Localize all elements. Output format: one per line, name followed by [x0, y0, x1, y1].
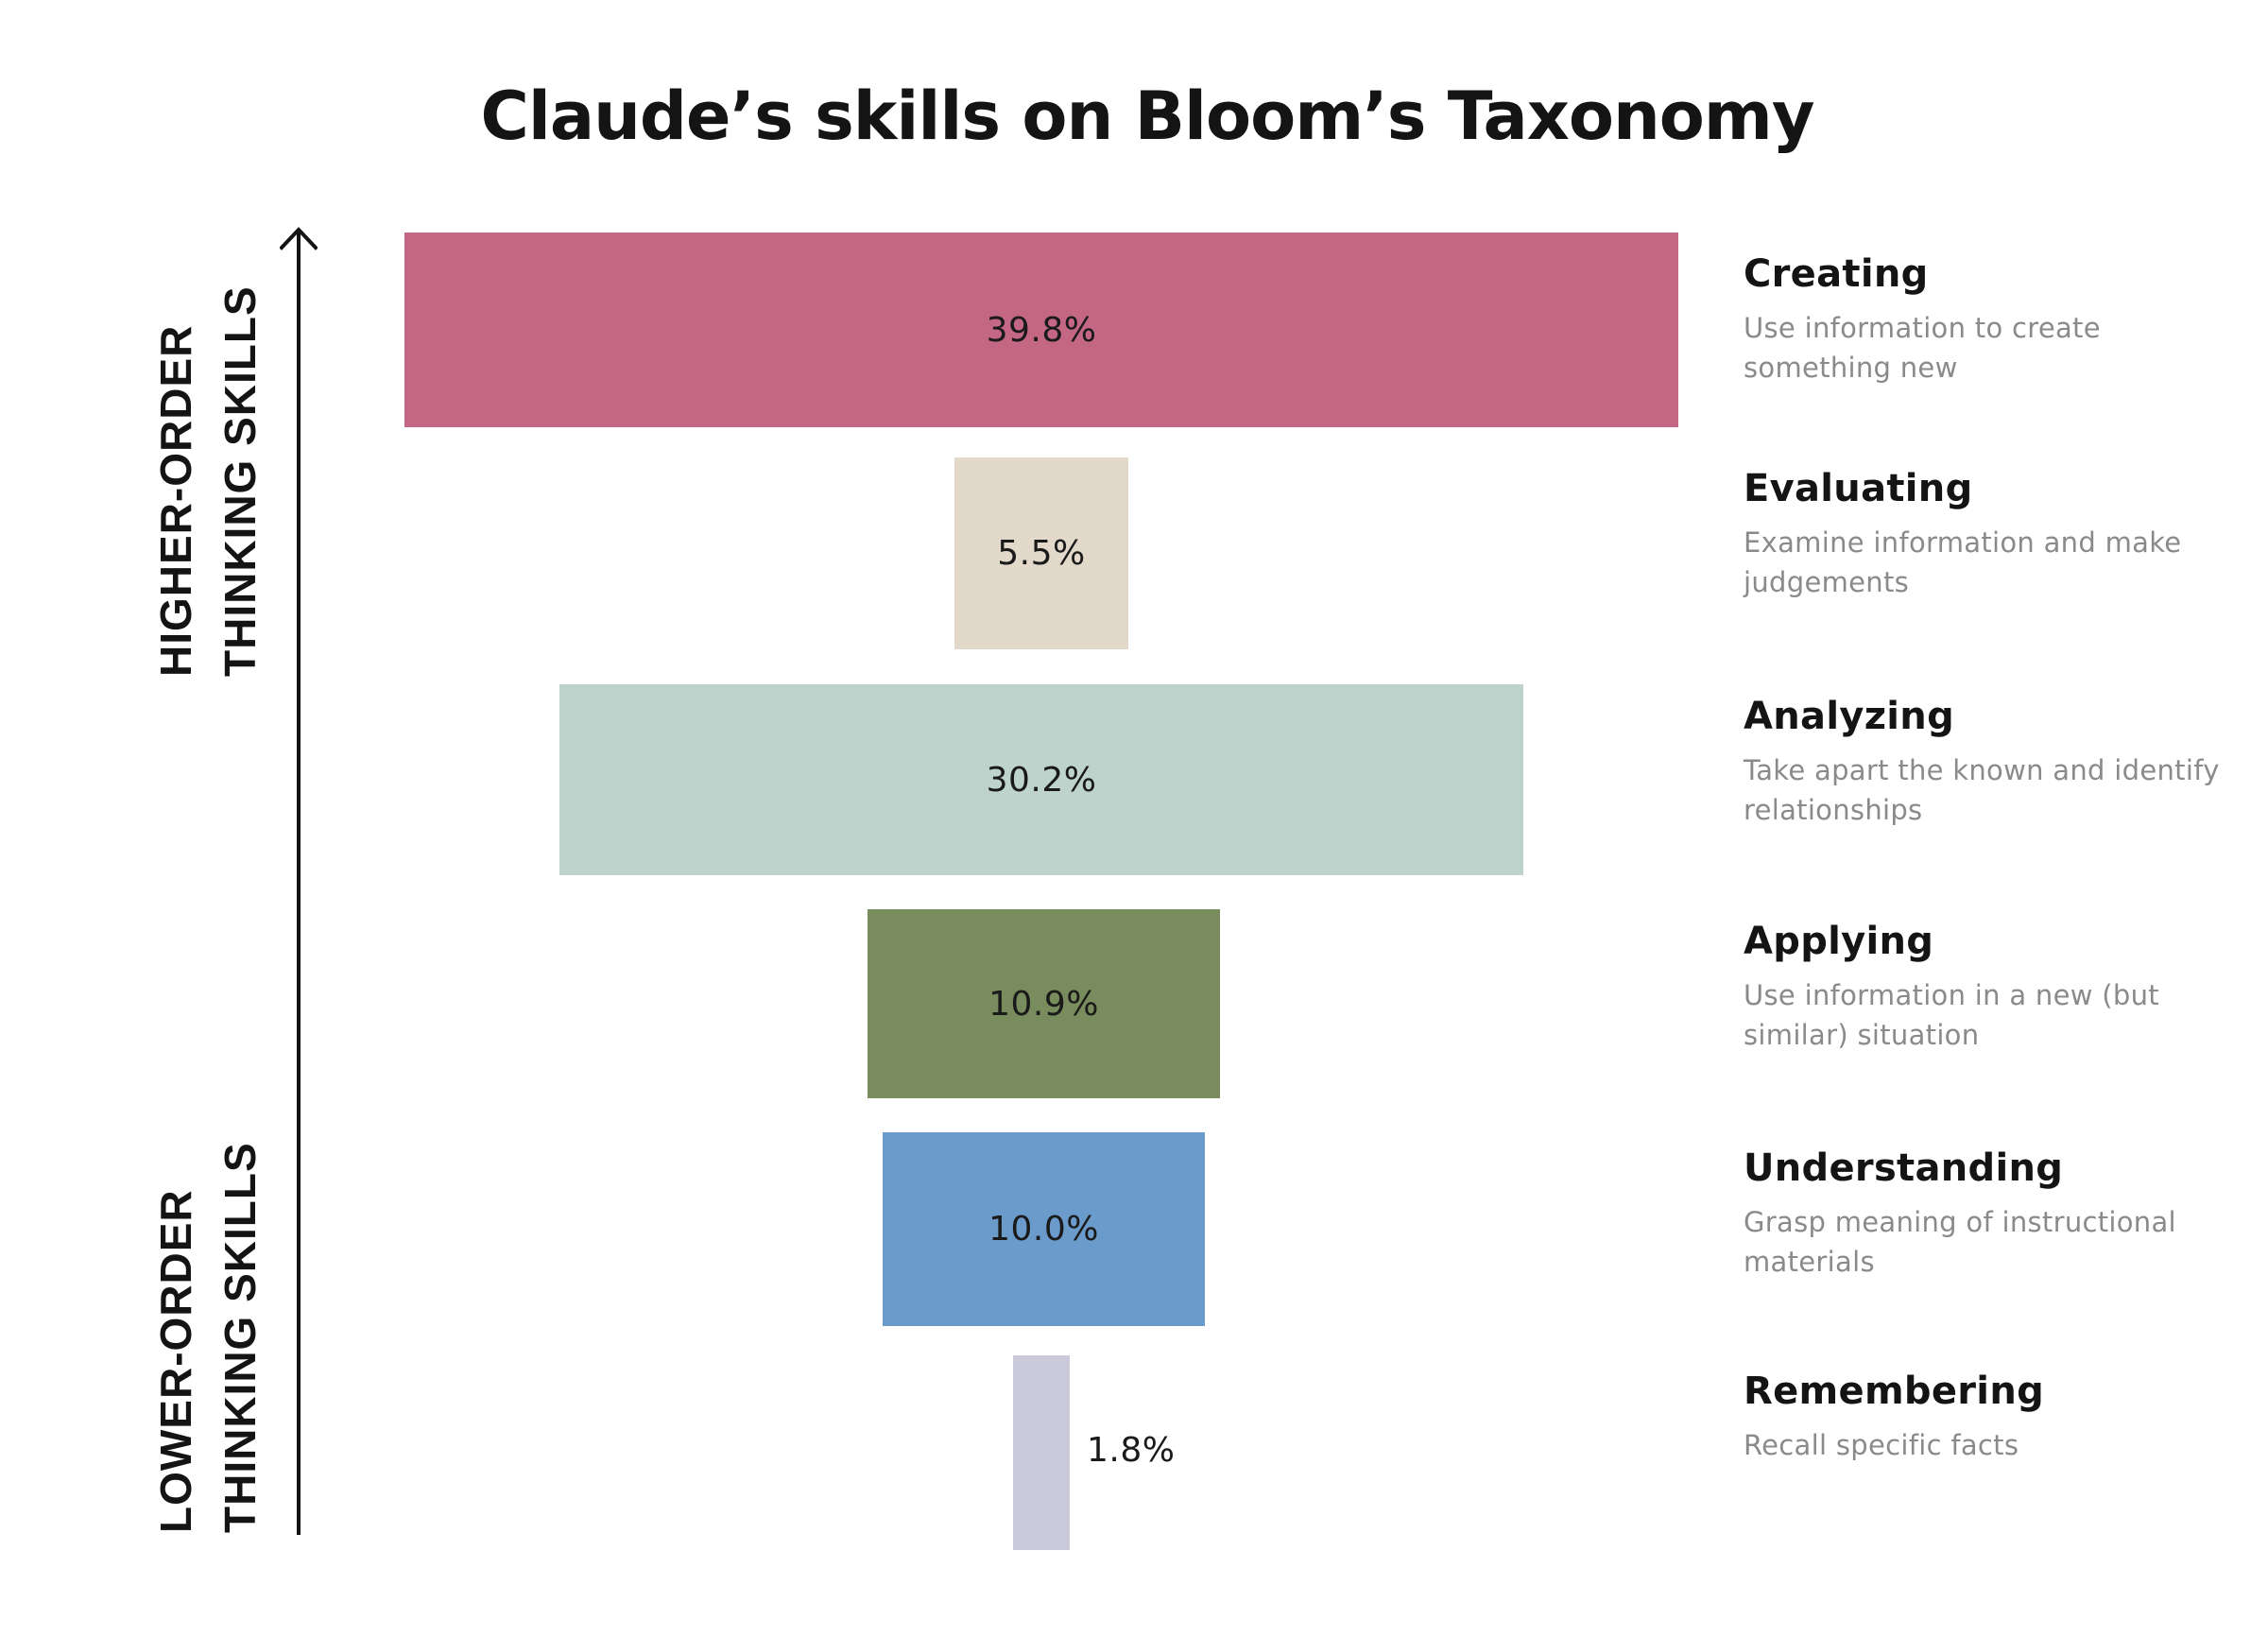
level-description: Take apart the known and identify relati…: [1744, 754, 2220, 826]
higher-order-label: HIGHER-ORDER THINKING SKILLS: [144, 285, 272, 677]
higher-order-label-line1: HIGHER-ORDER: [151, 324, 200, 677]
chart-title: Claude’s skills on Bloom’s Taxonomy: [480, 78, 1815, 155]
bar-analyzing: 30.2%: [559, 684, 1523, 875]
level-evaluating: Evaluating Examine information and make …: [1744, 466, 2235, 602]
level-name: Understanding: [1744, 1146, 2064, 1190]
level-name: Remembering: [1744, 1370, 2045, 1413]
bar-value-evaluating: 5.5%: [997, 534, 1086, 573]
bar-value-applying: 10.9%: [988, 984, 1099, 1024]
lower-order-label-line1: LOWER-ORDER: [151, 1189, 200, 1533]
level-description: Examine information and make judgements: [1744, 526, 2182, 598]
level-remembering: Remembering Recall specific facts: [1744, 1369, 2235, 1465]
level-name: Applying: [1744, 920, 1934, 963]
lower-order-label-line2: THINKING SKILLS: [215, 1142, 265, 1533]
higher-order-label-line2: THINKING SKILLS: [215, 285, 265, 677]
level-name: Evaluating: [1744, 467, 1973, 510]
arrow-up-icon: [280, 227, 318, 250]
bar-value-creating: 39.8%: [986, 310, 1097, 350]
level-name: Creating: [1744, 252, 1929, 296]
bar-evaluating: 5.5%: [954, 457, 1128, 649]
level-description: Grasp meaning of instructional materials: [1744, 1206, 2176, 1278]
level-description: Use information in a new (but similar) s…: [1744, 979, 2159, 1051]
bar-value-understanding: 10.0%: [988, 1210, 1099, 1249]
level-creating: Creating Use information to create somet…: [1744, 251, 2235, 388]
bar-remembering: [1013, 1355, 1070, 1550]
level-applying: Applying Use information in a new (but s…: [1744, 919, 2235, 1055]
level-understanding: Understanding Grasp meaning of instructi…: [1744, 1146, 2235, 1282]
lower-order-label: LOWER-ORDER THINKING SKILLS: [144, 1142, 272, 1533]
bar-understanding: 10.0%: [883, 1132, 1205, 1326]
level-analyzing: Analyzing Take apart the known and ident…: [1744, 694, 2235, 830]
thinking-order-axis-line: [297, 231, 301, 1535]
bar-applying: 10.9%: [868, 909, 1220, 1098]
level-name: Analyzing: [1744, 695, 1955, 738]
level-description: Recall specific facts: [1744, 1429, 2019, 1461]
level-description: Use information to create something new: [1744, 312, 2101, 384]
bar-value-analyzing: 30.2%: [986, 760, 1097, 800]
bar-creating: 39.8%: [404, 233, 1678, 427]
bar-value-remembering: 1.8%: [1087, 1431, 1176, 1470]
